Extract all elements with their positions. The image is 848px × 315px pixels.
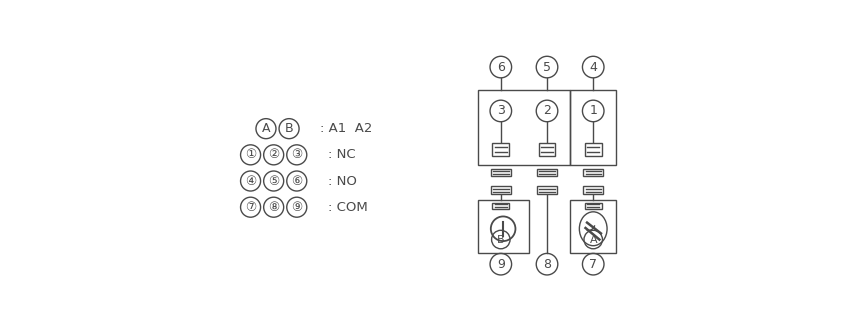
Bar — [493, 143, 510, 156]
Text: 7: 7 — [589, 258, 597, 271]
Bar — [583, 169, 603, 176]
Text: ⑤: ⑤ — [268, 175, 279, 187]
Text: : COM: : COM — [327, 201, 367, 214]
Text: 5: 5 — [543, 60, 551, 74]
Bar — [585, 143, 602, 156]
Bar — [537, 169, 557, 176]
Text: A: A — [589, 235, 597, 244]
Bar — [585, 203, 602, 209]
Bar — [583, 186, 603, 194]
Text: ①: ① — [245, 148, 256, 161]
Text: A: A — [262, 122, 271, 135]
Text: B: B — [285, 122, 293, 135]
Text: : NC: : NC — [327, 148, 355, 161]
Text: 8: 8 — [543, 258, 551, 271]
Text: 9: 9 — [497, 258, 505, 271]
Text: 2: 2 — [543, 105, 551, 117]
Bar — [491, 169, 510, 176]
Text: 3: 3 — [497, 105, 505, 117]
Text: 1: 1 — [589, 105, 597, 117]
Text: ②: ② — [268, 148, 279, 161]
Bar — [477, 199, 528, 253]
Bar — [493, 203, 510, 209]
Text: ⑦: ⑦ — [245, 201, 256, 214]
Text: B: B — [497, 235, 505, 244]
Text: ③: ③ — [291, 148, 303, 161]
Text: 6: 6 — [497, 60, 505, 74]
Text: : NO: : NO — [327, 175, 356, 187]
Text: ⑥: ⑥ — [291, 175, 303, 187]
Text: ⑨: ⑨ — [291, 201, 303, 214]
Bar — [491, 186, 510, 194]
Text: 4: 4 — [589, 60, 597, 74]
Text: : A1  A2: : A1 A2 — [320, 122, 372, 135]
Bar — [537, 186, 557, 194]
Bar — [570, 90, 616, 165]
Text: ④: ④ — [245, 175, 256, 187]
Bar — [570, 199, 616, 253]
Bar — [538, 143, 555, 156]
Text: ⑧: ⑧ — [268, 201, 279, 214]
Bar — [477, 90, 570, 165]
